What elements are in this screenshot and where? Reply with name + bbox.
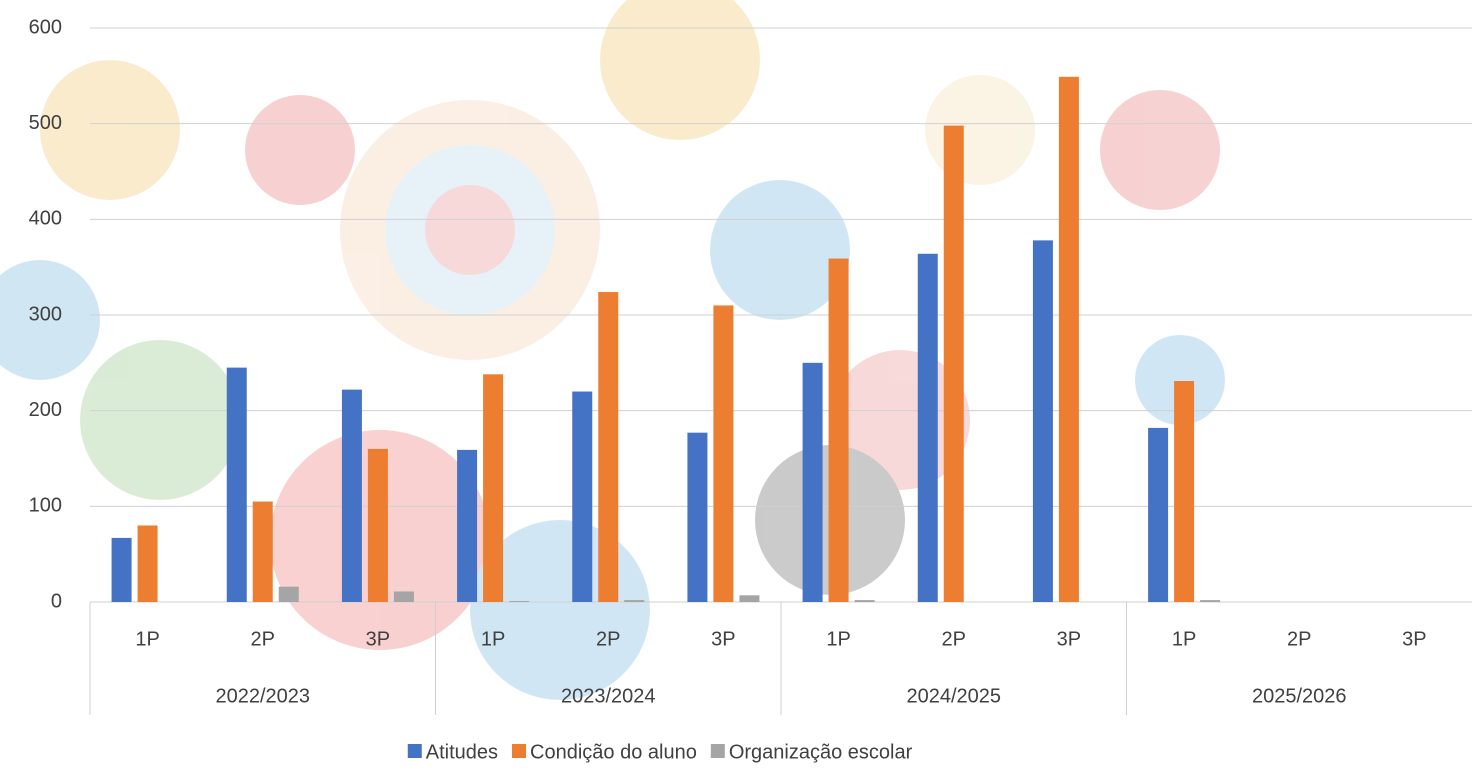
bar: [854, 600, 875, 602]
bar: [598, 292, 619, 602]
x-tick-label: 3P: [1402, 628, 1426, 650]
legend-item: Organização escolar: [710, 741, 913, 763]
y-tick-label: 200: [29, 399, 62, 421]
legend-label: Atitudes: [426, 741, 498, 763]
bar: [828, 258, 849, 602]
x-tick-label: 2P: [251, 628, 275, 650]
y-tick-label: 100: [29, 495, 62, 517]
legend-item: Atitudes: [407, 741, 498, 763]
x-tick-label: 2P: [596, 628, 620, 650]
bar: [367, 448, 388, 602]
bar: [137, 525, 158, 602]
y-tick-label: 600: [29, 16, 62, 38]
legend-label: Condição do aluno: [530, 741, 697, 763]
bar: [341, 389, 362, 602]
bar: [739, 595, 760, 602]
bar: [572, 391, 593, 602]
y-tick-label: 400: [29, 208, 62, 230]
legend-item: Condição do aluno: [512, 741, 697, 763]
bar: [917, 253, 938, 603]
bar: [687, 432, 708, 602]
bar: [943, 125, 964, 602]
group-label: 2022/2023: [215, 685, 310, 707]
x-tick-label: 2P: [942, 628, 966, 650]
x-tick-label: 1P: [1172, 628, 1196, 650]
x-tick-label: 1P: [826, 628, 850, 650]
group-label: 2023/2024: [561, 685, 656, 707]
bar: [226, 367, 247, 602]
bar: [483, 374, 504, 602]
group-label: 2025/2026: [1252, 685, 1347, 707]
bar: [1200, 600, 1221, 602]
bar: [802, 362, 823, 602]
legend-swatch: [710, 744, 725, 758]
x-tick-label: 3P: [366, 628, 390, 650]
x-tick-label: 1P: [481, 628, 505, 650]
bar: [393, 591, 414, 602]
bar: [624, 600, 645, 602]
x-tick-label: 3P: [711, 628, 735, 650]
group-label: 2024/2025: [906, 685, 1001, 707]
x-tick-label: 1P: [135, 628, 159, 650]
y-tick-label: 0: [51, 590, 62, 612]
bar: [1032, 240, 1053, 602]
y-tick-label: 500: [29, 112, 62, 134]
x-tick-label: 3P: [1057, 628, 1081, 650]
bar: [1174, 381, 1195, 602]
y-tick-label: 300: [29, 303, 62, 325]
legend-swatch: [407, 744, 422, 758]
bar: [1058, 76, 1079, 603]
bar: [278, 586, 299, 602]
bar: [509, 601, 530, 602]
legend: Atitudes Condição do aluno Organização esc…: [407, 741, 913, 763]
bar: [252, 501, 273, 602]
x-tick-label: 2P: [1287, 628, 1311, 650]
legend-swatch: [512, 744, 527, 758]
legend-label: Organização escolar: [729, 741, 913, 763]
bar: [457, 449, 478, 602]
bar: [1148, 427, 1169, 602]
bar: [713, 305, 734, 602]
bar: [111, 537, 132, 602]
